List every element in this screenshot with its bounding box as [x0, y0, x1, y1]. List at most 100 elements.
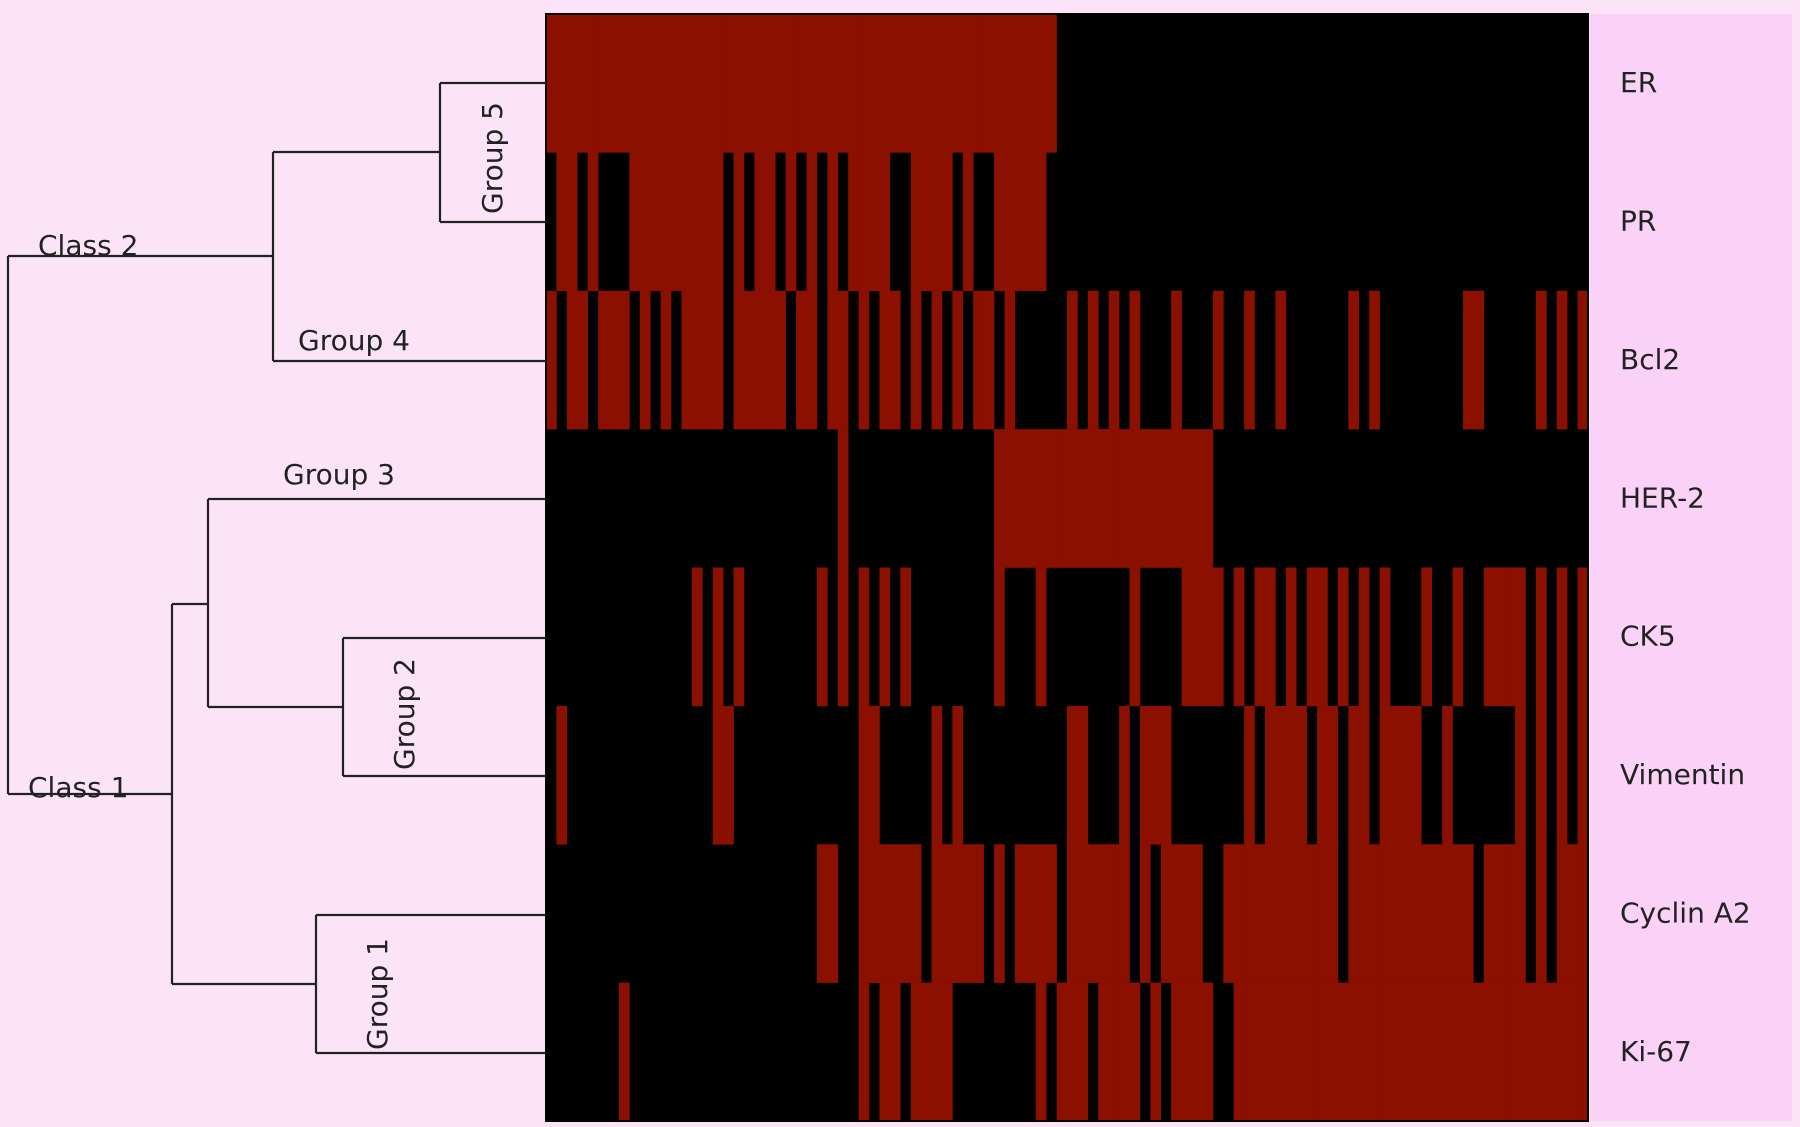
heatmap-cell — [1462, 844, 1474, 983]
heatmap-row-ck5 — [691, 567, 1589, 707]
heatmap-cell — [712, 290, 724, 430]
heatmap-cell — [1233, 982, 1245, 1122]
heatmap-cell — [671, 14, 682, 153]
heatmap-cell — [1473, 290, 1485, 430]
heatmap-cell — [806, 152, 818, 292]
heatmap-cell — [1035, 982, 1047, 1122]
heatmap-cell — [608, 290, 620, 430]
heatmap-cell — [785, 14, 797, 153]
heatmap-cell — [1317, 567, 1328, 707]
heatmap-cell — [858, 982, 870, 1122]
heatmap-cell — [973, 290, 984, 430]
heatmap-cell — [1556, 567, 1568, 707]
heatmap-cell — [1400, 844, 1412, 983]
heatmap-cell — [1431, 844, 1443, 983]
heatmap-cell — [889, 982, 901, 1122]
heatmap-cell — [1077, 429, 1089, 568]
row-label: Bcl2 — [1620, 343, 1680, 376]
heatmap-cell — [1275, 705, 1287, 845]
heatmap-cell — [921, 982, 932, 1122]
dendrogram — [6, 81, 546, 1055]
heatmap-cell — [1327, 982, 1339, 1122]
heatmap-cell — [618, 290, 630, 430]
heatmap-cell — [1098, 429, 1109, 568]
heatmap-cell — [1285, 567, 1297, 707]
heatmap-row-er — [546, 14, 1057, 153]
heatmap-cell — [1483, 982, 1495, 1122]
heatmap-cell — [889, 14, 901, 153]
heatmap-cell — [1546, 982, 1558, 1122]
row-label: Ki-67 — [1620, 1035, 1692, 1068]
heatmap-cell — [1129, 982, 1141, 1122]
heatmap-cell — [1379, 567, 1391, 707]
heatmap-cell — [1087, 844, 1099, 983]
heatmap-cell — [1442, 705, 1453, 845]
heatmap-cell — [816, 14, 828, 153]
heatmap-cell — [1244, 705, 1255, 845]
heatmap-cell — [952, 290, 964, 430]
heatmap-cell — [858, 844, 870, 983]
heatmap-cell — [837, 290, 849, 430]
heatmap-cell — [879, 982, 891, 1122]
heatmap-cell — [1025, 14, 1037, 153]
heatmap-cell — [702, 14, 714, 153]
heatmap-cell — [566, 290, 578, 430]
heatmap-cell — [1046, 14, 1057, 153]
heatmap-cell — [1577, 982, 1589, 1122]
heatmap-cell — [1160, 844, 1172, 983]
heatmap-cell — [556, 705, 568, 845]
heatmap-cell — [1442, 844, 1453, 983]
heatmap-cell — [952, 844, 964, 983]
heatmap-cell — [900, 567, 911, 707]
heatmap-cell — [1379, 982, 1391, 1122]
heatmap-cell — [1410, 982, 1422, 1122]
heatmap-cell — [1004, 429, 1016, 568]
heatmap-cell — [1077, 844, 1089, 983]
heatmap-cell — [681, 14, 693, 153]
heatmap-cell — [796, 290, 807, 430]
heatmap-cell — [639, 152, 651, 292]
heatmap-cell — [1244, 982, 1255, 1122]
heatmap-cell — [587, 14, 599, 153]
heatmap-cell — [1087, 290, 1099, 430]
row-label: CK5 — [1620, 620, 1676, 653]
heatmap-cell — [1306, 982, 1318, 1122]
heatmap-row-bcl2 — [546, 290, 1589, 430]
heatmap-cell — [1067, 290, 1078, 430]
heatmap-cell — [837, 429, 849, 568]
heatmap-cell — [941, 152, 953, 292]
heatmap-cell — [1254, 844, 1266, 983]
heatmap-cell — [712, 705, 724, 845]
heatmap-cell — [1264, 844, 1276, 983]
heatmap-grid — [545, 13, 1589, 1122]
heatmap-border — [545, 13, 1589, 1122]
heatmap-cell — [983, 290, 995, 430]
heatmap-cell — [1462, 290, 1474, 430]
row-label: HER-2 — [1620, 481, 1705, 514]
heatmap-cell — [837, 14, 849, 153]
heatmap-cell — [1410, 844, 1422, 983]
heatmap-cell — [1515, 982, 1526, 1122]
heatmap-cell — [1285, 705, 1297, 845]
heatmap-cell — [879, 290, 891, 430]
heatmap-cell — [566, 152, 578, 292]
heatmap-cell — [879, 844, 891, 983]
heatmap-cell — [1192, 567, 1203, 707]
heatmap-cell — [1483, 844, 1495, 983]
heatmap-cell — [1462, 982, 1474, 1122]
heatmap-cell — [1202, 429, 1214, 568]
heatmap-cell — [1504, 844, 1516, 983]
heatmap-cell — [1192, 844, 1203, 983]
heatmap-cell — [848, 152, 859, 292]
heatmap-cell — [1535, 290, 1547, 430]
heatmap-cell — [962, 844, 974, 983]
heatmap-cell — [848, 14, 859, 153]
heatmap-cell — [1285, 982, 1297, 1122]
heatmap-cell — [910, 14, 922, 153]
heatmap-cell — [1577, 567, 1589, 707]
heatmap-cell — [983, 14, 995, 153]
heatmap-cell — [1067, 844, 1078, 983]
heatmap-cell — [702, 152, 714, 292]
heatmap-cell — [1171, 429, 1182, 568]
heatmap-cell — [1317, 705, 1328, 845]
